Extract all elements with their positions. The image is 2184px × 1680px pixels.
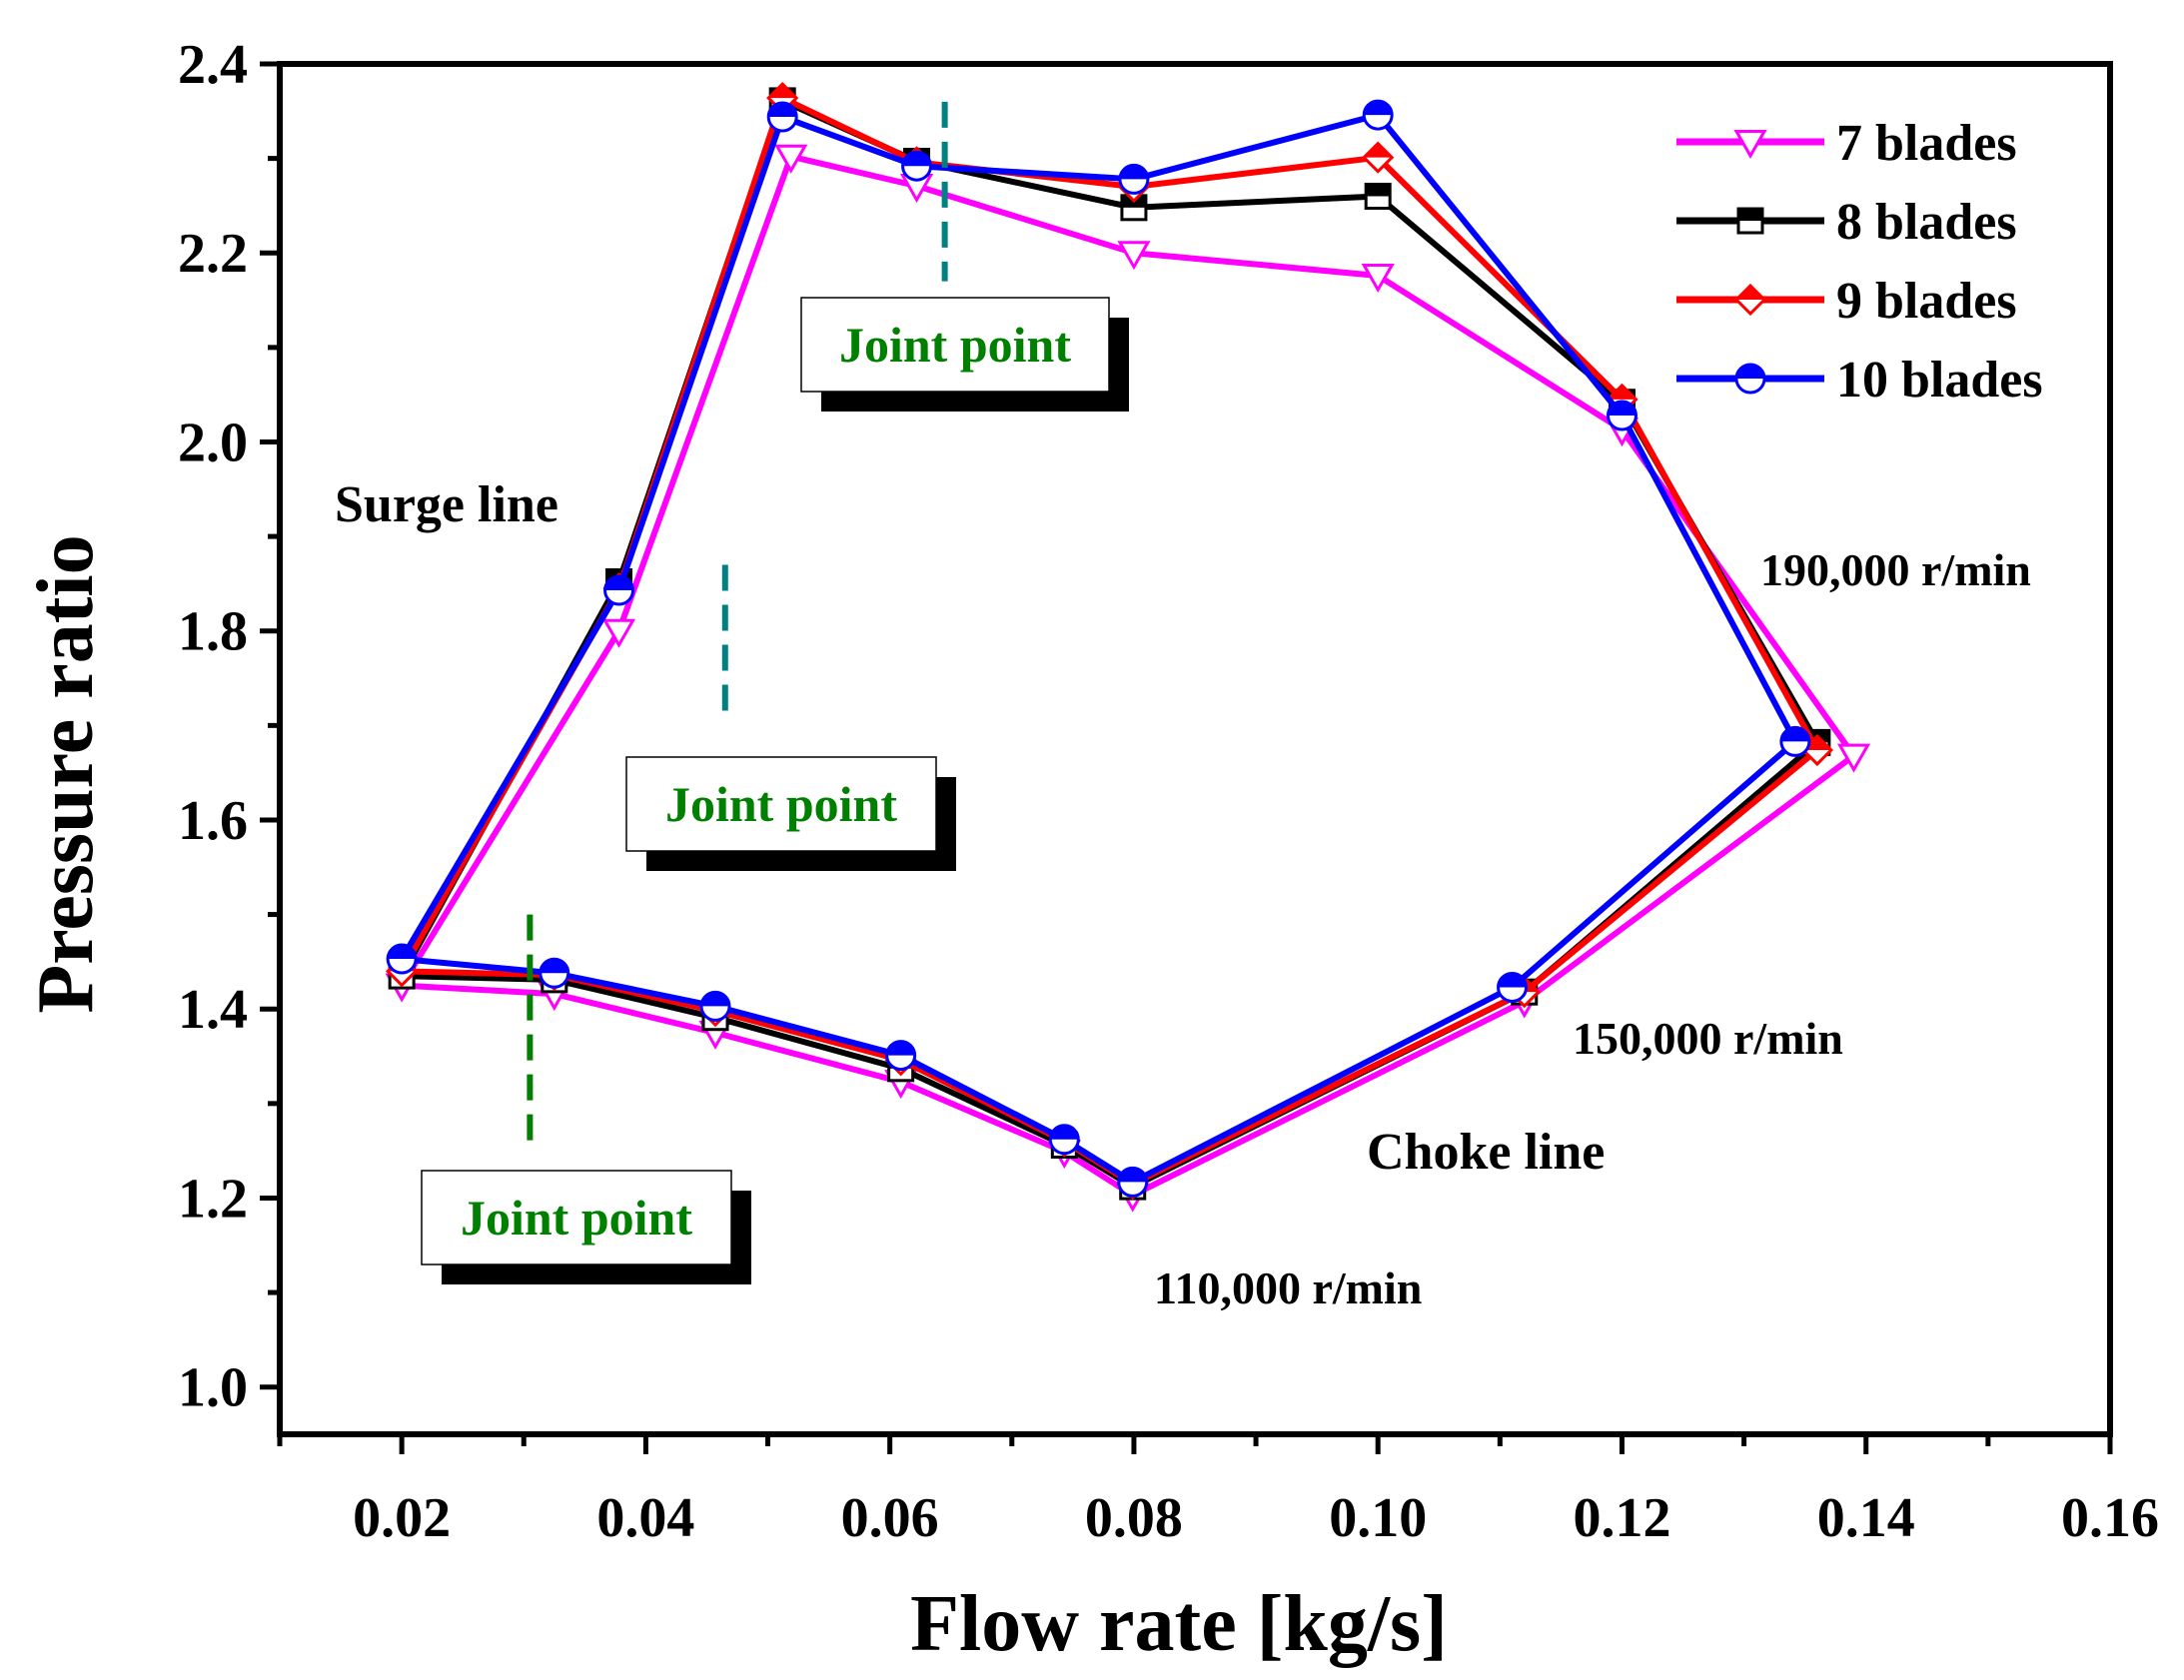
data-point: [699, 990, 731, 1022]
joint-point-box-top: Joint point: [800, 297, 1129, 412]
choke-line-label: Choke line: [1367, 1124, 1605, 1181]
x-tick-label: 0.02: [353, 1487, 451, 1549]
legend-item: 8 blades: [1676, 194, 2017, 251]
speed-110k-label: 110,000 r/min: [1154, 1262, 1422, 1313]
y-tick-label: 2.4: [178, 34, 248, 96]
data-point: [1117, 241, 1151, 271]
data-point: [1362, 99, 1394, 131]
legend-swatch-marker: [1736, 207, 1764, 235]
legend-label: 10 blades: [1836, 352, 2043, 409]
legend-label: 9 blades: [1836, 273, 2017, 330]
joint-point-label-low: Joint point: [461, 1190, 692, 1246]
y-tick-label: 1.4: [178, 979, 248, 1041]
joint-point-label-top: Joint point: [839, 317, 1071, 373]
legend-swatch-marker: [1733, 130, 1767, 160]
legend-item: 9 blades: [1676, 273, 2017, 330]
legend-item: 10 blades: [1676, 352, 2043, 409]
y-tick-label: 2.2: [178, 223, 248, 285]
joint-point-box-low: Joint point: [421, 1170, 751, 1284]
data-point: [1364, 182, 1392, 210]
x-tick-label: 0.16: [2061, 1487, 2159, 1549]
data-point: [1779, 725, 1811, 757]
data-point: [1118, 163, 1150, 195]
data-point: [1606, 400, 1638, 431]
x-tick-label: 0.04: [596, 1487, 694, 1549]
legend: 7 blades 8 blades 9 blades 10 blades: [1676, 115, 2043, 409]
data-point: [1048, 1124, 1080, 1156]
speed-150k-label: 150,000 r/min: [1573, 1013, 1843, 1064]
data-point: [774, 144, 808, 174]
y-tick-label: 2.0: [178, 412, 248, 473]
data-point: [766, 101, 798, 133]
data-point: [1836, 743, 1871, 773]
data-point: [539, 957, 570, 989]
data-point: [601, 618, 636, 648]
legend-label: 8 blades: [1836, 194, 2017, 251]
x-tick-label: 0.10: [1329, 1487, 1427, 1549]
tick-layer: 0.02 0.04 0.06 0.08 0.10 0.12 0.14 0.16 1.0 1.2 1.…: [178, 34, 2159, 1549]
joint-line-layer: [527, 101, 948, 1142]
series-layer: [385, 81, 1871, 1213]
plot-frame: [277, 61, 2113, 1437]
speed-190k-label: 190,000 r/min: [1760, 544, 2031, 595]
y-tick-label: 1.8: [178, 601, 248, 663]
y-tick-label: 1.0: [178, 1357, 248, 1419]
y-axis-title: Pressure ratio: [22, 534, 110, 1013]
legend-item: 7 blades: [1676, 115, 2017, 172]
joint-point-label-mid: Joint point: [665, 776, 897, 832]
series-10-blades: [386, 99, 1811, 1198]
data-point: [386, 943, 418, 975]
joint-point-box-mid: Joint point: [625, 756, 956, 871]
x-tick-label: 0.12: [1573, 1487, 1670, 1549]
surge-line-label: Surge line: [335, 476, 558, 533]
legend-swatch-marker: [1734, 363, 1766, 395]
data-point: [1362, 141, 1395, 174]
data-point: [901, 150, 933, 182]
x-axis-title: Flow rate [kg/s]: [910, 1580, 1448, 1668]
y-tick-label: 1.6: [178, 790, 248, 852]
data-point: [603, 574, 635, 606]
legend-label: 7 blades: [1836, 115, 2017, 172]
data-point: [1497, 971, 1529, 1003]
legend-swatch-marker: [1733, 283, 1767, 317]
x-tick-label: 0.14: [1817, 1487, 1915, 1549]
y-tick-label: 1.2: [178, 1168, 248, 1230]
data-point: [1361, 263, 1395, 293]
x-tick-label: 0.06: [841, 1487, 939, 1549]
data-point: [1117, 1166, 1149, 1198]
data-point: [885, 1040, 917, 1072]
x-tick-label: 0.08: [1085, 1487, 1183, 1549]
